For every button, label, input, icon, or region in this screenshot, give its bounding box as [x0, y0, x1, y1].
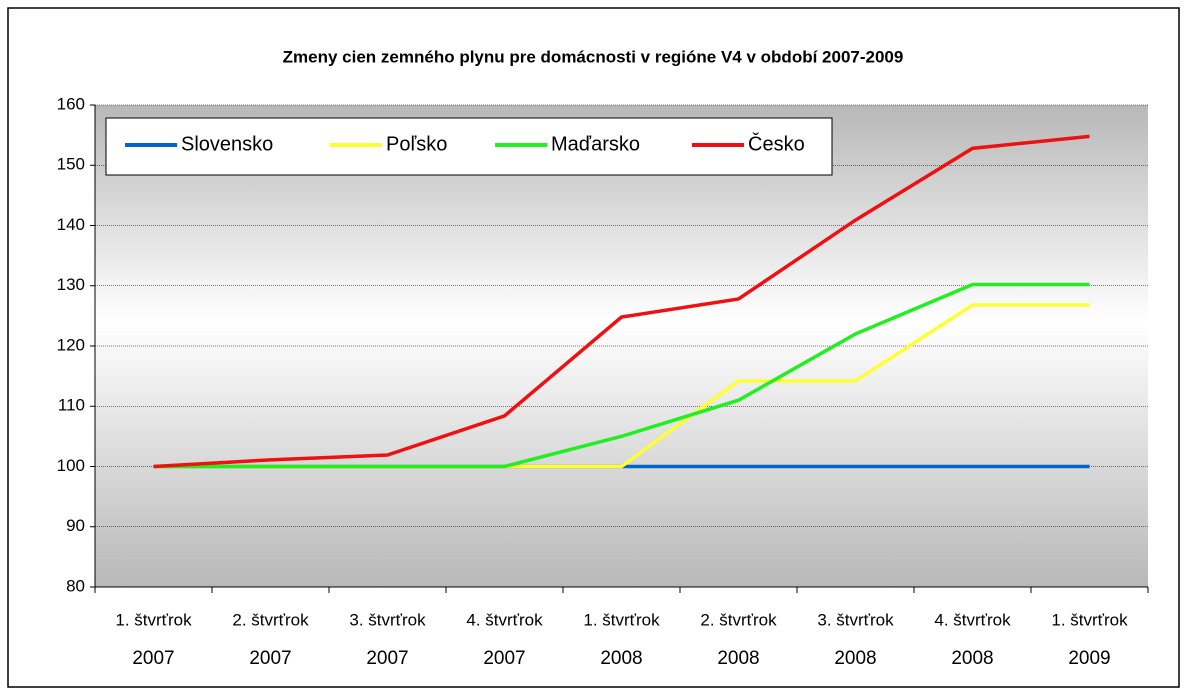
x-tick-label: 2008 [717, 648, 759, 669]
x-tick-label: 2007 [249, 648, 291, 669]
x-tick-label: 2007 [366, 648, 408, 669]
x-tick-label: 1. štvrťrok [115, 610, 192, 629]
y-tick-label: 90 [66, 516, 85, 535]
x-tick-label: 4. štvrťrok [466, 610, 543, 629]
y-tick-label: 160 [57, 94, 85, 113]
x-tick-label: 3. štvrťrok [817, 610, 894, 629]
x-tick-label: 2008 [834, 648, 876, 669]
x-tick-label: 3. štvrťrok [349, 610, 426, 629]
x-tick-label: 1. štvrťrok [1051, 610, 1128, 629]
x-tick-label: 2009 [1068, 648, 1110, 669]
legend-label: Maďarsko [551, 133, 640, 155]
series-line [153, 134, 1090, 469]
y-tick-label: 150 [57, 155, 85, 174]
x-tick-label: 4. štvrťrok [934, 610, 1011, 629]
x-tick-label: 2. štvrťrok [232, 610, 309, 629]
y-tick-label: 110 [58, 396, 85, 415]
legend-label: Poľsko [386, 133, 447, 155]
y-tick-label: 80 [66, 576, 85, 595]
legend-label: Slovensko [181, 133, 273, 155]
chart-title: Zmeny cien zemného plynu pre domácnosti … [283, 47, 904, 66]
y-tick-label: 130 [57, 275, 85, 294]
y-tick-label: 120 [57, 335, 85, 354]
x-tick-label: 2007 [132, 648, 174, 669]
series-line [153, 282, 1090, 469]
x-tick-label: 2008 [951, 648, 993, 669]
y-tick-label: 140 [57, 215, 85, 234]
legend-label: Česko [748, 132, 805, 155]
x-tick-label: 1. štvrťrok [583, 610, 660, 629]
x-tick-label: 2008 [600, 648, 642, 669]
x-tick-label: 2007 [483, 648, 525, 669]
x-tick-label: 2. štvrťrok [700, 610, 777, 629]
y-tick-label: 100 [57, 456, 85, 475]
